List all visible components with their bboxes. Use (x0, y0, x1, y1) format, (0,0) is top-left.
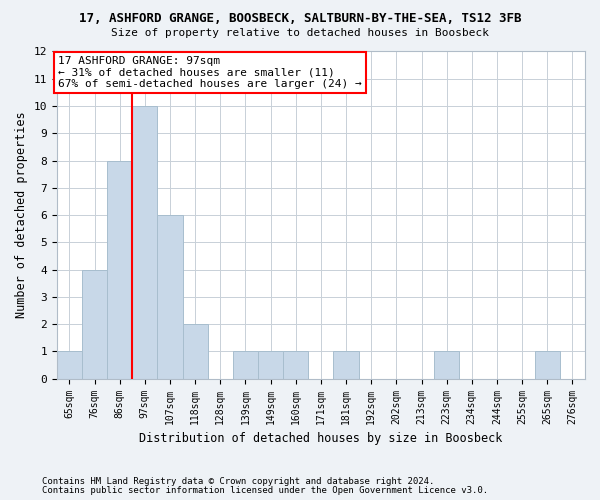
X-axis label: Distribution of detached houses by size in Boosbeck: Distribution of detached houses by size … (139, 432, 503, 445)
Bar (157, 215, 182, 378)
Text: Contains public sector information licensed under the Open Government Licence v3: Contains public sector information licen… (42, 486, 488, 495)
Bar (434, 352, 459, 378)
Bar (334, 352, 359, 378)
Text: 17, ASHFORD GRANGE, BOOSBECK, SALTBURN-BY-THE-SEA, TS12 3FB: 17, ASHFORD GRANGE, BOOSBECK, SALTBURN-B… (79, 12, 521, 26)
Bar (233, 352, 258, 378)
Bar (258, 352, 283, 378)
Bar (283, 352, 308, 378)
Y-axis label: Number of detached properties: Number of detached properties (15, 112, 28, 318)
Text: 17 ASHFORD GRANGE: 97sqm
← 31% of detached houses are smaller (11)
67% of semi-d: 17 ASHFORD GRANGE: 97sqm ← 31% of detach… (58, 56, 362, 89)
Bar (182, 324, 208, 378)
Text: Contains HM Land Registry data © Crown copyright and database right 2024.: Contains HM Land Registry data © Crown c… (42, 477, 434, 486)
Bar (132, 106, 157, 378)
Bar (82, 270, 107, 378)
Text: Size of property relative to detached houses in Boosbeck: Size of property relative to detached ho… (111, 28, 489, 38)
Bar (57, 352, 82, 378)
Bar (107, 160, 132, 378)
Bar (535, 352, 560, 378)
